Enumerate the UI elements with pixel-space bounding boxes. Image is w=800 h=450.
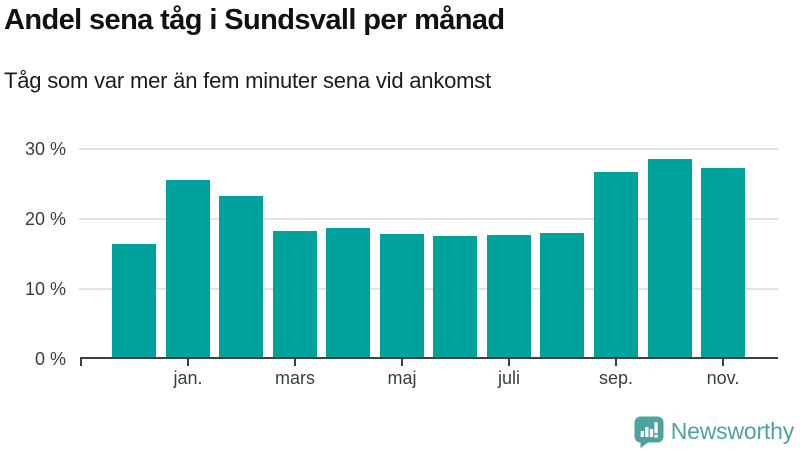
y-axis-label: 30 %: [24, 139, 66, 159]
bar-juni: [433, 236, 477, 359]
bar-jan.: [166, 180, 210, 359]
y-axis-label: 20 %: [24, 209, 66, 229]
x-axis-label: nov.: [706, 368, 740, 388]
x-tick-nov: [722, 359, 724, 366]
bar-apr.: [326, 228, 370, 359]
newsworthy-logo-text: Newsworthy: [670, 418, 794, 444]
y-axis-label: 0 %: [34, 349, 66, 369]
bar-okt.: [648, 159, 692, 359]
x-axis-label: maj: [387, 368, 417, 388]
x-tick-maj: [401, 359, 403, 366]
bar-sep.: [594, 172, 638, 359]
bar-mars: [273, 231, 317, 359]
chart-subtitle: Tåg som var mer än fem minuter sena vid …: [4, 68, 492, 93]
y-axis-label: 10 %: [24, 279, 66, 299]
newsworthy-logo: Newsworthy: [632, 415, 794, 448]
chart-title: Andel sena tåg i Sundsvall per månad: [4, 4, 505, 36]
x-tick-jan: [187, 359, 189, 366]
gridline-10: [79, 288, 778, 290]
bar-feb.: [219, 196, 263, 359]
gridline-30: [79, 148, 778, 150]
x-axis-label: sep.: [598, 368, 634, 388]
x-axis-label: mars: [275, 368, 315, 388]
x-tick-mars: [294, 359, 296, 366]
x-axis-start-tick: [80, 359, 82, 366]
x-axis-label: jan.: [173, 368, 203, 388]
x-tick-juli: [508, 359, 510, 366]
gridline-20: [79, 218, 778, 220]
x-axis-line: [80, 357, 778, 359]
x-tick-sep: [615, 359, 617, 366]
newsworthy-logo-icon: [634, 416, 664, 448]
bar-nov.: [701, 168, 745, 359]
bar-juli: [487, 235, 531, 359]
x-axis-label: juli: [497, 368, 520, 388]
bar-aug.: [540, 233, 584, 359]
bar-maj: [380, 234, 424, 359]
bar-dec.: [112, 244, 156, 359]
